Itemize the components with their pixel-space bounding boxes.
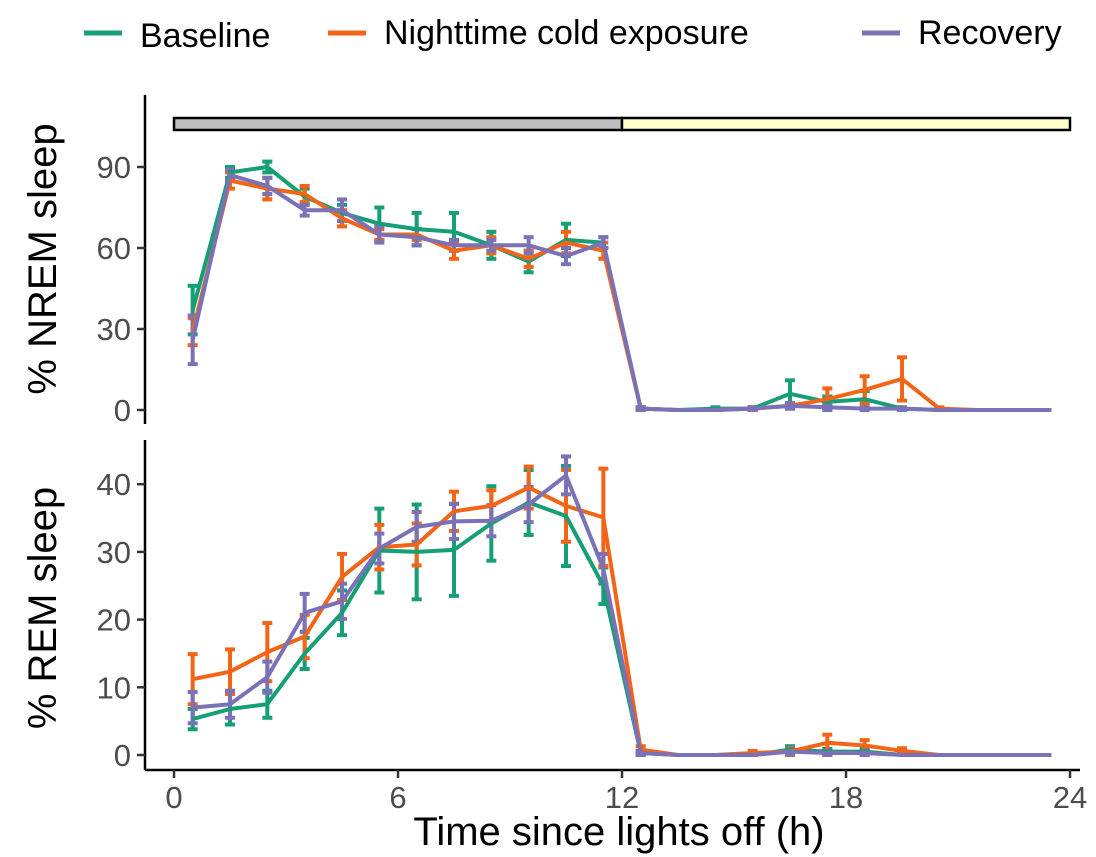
legend-label-recovery: Recovery (918, 14, 1062, 52)
rem-y-tick-label: 10 (97, 670, 131, 705)
rem-y-tick-label: 20 (97, 603, 131, 638)
legend: Baseline Nighttime cold exposure Recover… (84, 14, 1062, 55)
nrem-y-axis-title: % NREM sleep (21, 123, 65, 394)
nrem-y-tick-label: 60 (97, 231, 131, 266)
light-phase-bar (620, 116, 1072, 132)
nrem-y-tick-label: 90 (97, 150, 131, 185)
nrem-line-cold (190, 178, 1052, 412)
x-tick-label: 0 (165, 780, 182, 815)
light-dark-phase-bar (172, 116, 1072, 132)
nrem-line-recovery (190, 173, 1052, 412)
nrem-y-tick-label: 30 (97, 312, 131, 347)
rem-line-recovery (192, 473, 1052, 757)
x-axis-title: Time since lights off (h) (413, 810, 824, 854)
nrem-y-tick-label: 0 (114, 393, 131, 428)
rem-y-tick-label: 40 (97, 467, 131, 502)
legend-label-cold: Nighttime cold exposure (384, 14, 749, 52)
x-tick-label: 12 (605, 780, 639, 815)
dark-phase-bar (172, 116, 624, 132)
x-tick-label: 6 (389, 780, 406, 815)
nrem-panel: 0 30 60 90 (97, 95, 1052, 428)
rem-y-axis-title: % REM sleep (21, 487, 65, 729)
legend-label-baseline: Baseline (140, 17, 270, 55)
rem-y-tick-label: 0 (114, 738, 131, 773)
rem-panel: 0 10 20 30 40 0 6 12 18 24 (97, 440, 1087, 815)
rem-y-tick-label: 30 (97, 535, 131, 570)
nrem-series-baseline (187, 159, 907, 412)
x-tick-label: 18 (829, 780, 863, 815)
rem-line-cold (192, 485, 1052, 757)
x-tick-label: 24 (1053, 780, 1087, 815)
